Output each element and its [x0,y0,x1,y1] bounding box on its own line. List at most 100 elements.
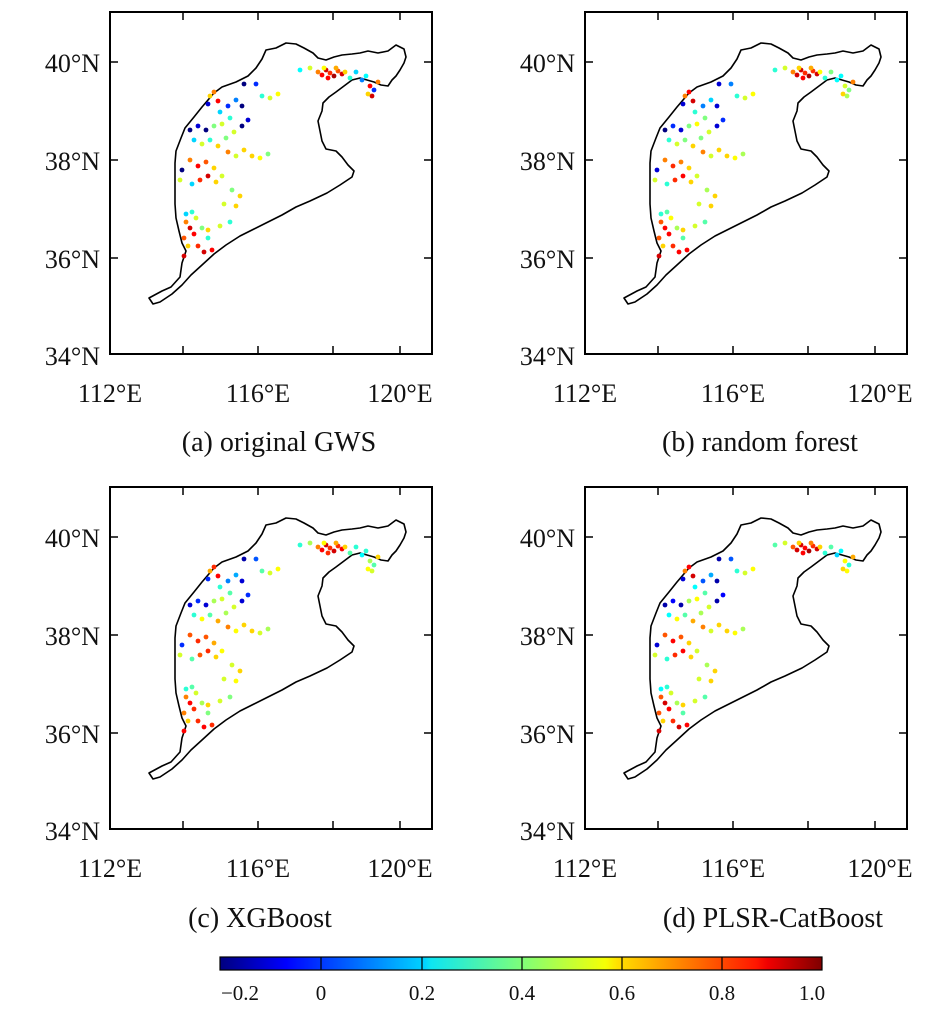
lat-label-34n: 34°N [520,817,575,846]
station-dot [233,678,239,684]
station-dot [662,632,668,638]
lat-label-34n: 34°N [45,342,100,371]
station-dot [183,694,189,700]
station-dot [249,153,255,159]
station-dot [802,70,808,76]
station-dot [670,123,676,129]
station-dot [307,540,313,546]
station-dot [227,219,233,225]
station-dot [203,127,209,133]
station-dot [740,151,746,157]
map-frame [584,11,908,355]
station-dot [205,710,211,716]
station-dot [782,65,788,71]
station-dot [215,573,221,579]
station-dot [215,618,221,624]
station-dot [342,544,348,550]
station-dot [187,700,193,706]
lon-label-120e: 120°E [367,854,432,883]
station-dot [367,83,373,89]
station-dot [241,556,247,562]
station-dot [183,211,189,217]
map-frame [109,486,433,830]
station-dot [790,69,796,75]
station-dot [750,91,756,97]
station-dot [225,149,231,155]
station-dot [183,686,189,692]
lon-label-116e: 116°E [701,379,765,408]
station-dot [325,550,331,556]
station-dot [239,123,245,129]
station-dot [714,598,720,604]
station-dot [225,624,231,630]
station-dot [205,648,211,654]
lon-label-112e: 112°E [78,854,142,883]
station-dot [732,155,738,161]
station-dot [205,227,211,233]
station-dot [700,103,706,109]
station-dot [223,135,229,141]
station-dot [716,147,722,153]
station-dot [662,225,668,231]
station-dot [670,243,676,249]
station-dot [838,73,844,79]
station-dot [217,584,223,590]
station-dot [199,616,205,622]
station-dot [674,700,680,706]
station-dot [808,540,814,546]
station-dot [694,121,700,127]
station-dot [195,598,201,604]
station-dot [662,602,668,608]
colorbar-gradient [219,956,823,971]
station-dot [327,545,333,551]
station-dot [716,622,722,628]
station-dot [225,103,231,109]
station-dot [822,550,828,556]
station-dot [211,598,217,604]
coastline [148,517,407,780]
lat-label-36n: 36°N [45,245,100,274]
station-dot [720,592,726,598]
station-dot [686,640,692,646]
station-dot [315,69,321,75]
station-dot [690,98,696,104]
colorbar-label-0: 0 [316,981,327,1005]
station-dot [834,77,840,83]
station-dot [840,566,846,572]
station-dot [219,596,225,602]
station-dot [674,616,680,622]
station-dot [203,602,209,608]
lon-label-112e: 112°E [553,379,617,408]
station-dot [189,684,195,690]
station-dot [191,706,197,712]
station-dot [199,141,205,147]
station-dot [189,656,195,662]
station-dot [846,87,852,93]
lon-label-112e: 112°E [553,854,617,883]
station-dot [207,93,213,99]
station-dot [215,143,221,149]
station-dot [850,554,856,560]
station-dot [728,556,734,562]
station-dot [842,558,848,564]
station-dot [702,115,708,121]
colorbar-label-neg0-2: −0.2 [221,981,259,1005]
station-dot [205,173,211,179]
station-dot [209,722,215,728]
station-dot [187,602,193,608]
station-dot [227,694,233,700]
station-dot [199,225,205,231]
station-dot [179,167,185,173]
station-dot [686,89,692,95]
station-dot [365,566,371,572]
station-dot [676,724,682,730]
station-dot [205,576,211,582]
station-dot [363,73,369,79]
station-dot [217,698,223,704]
station-dot [245,592,251,598]
station-dot [371,562,377,568]
station-dot [796,65,802,71]
station-dot [708,678,714,684]
lat-label-36n: 36°N [45,720,100,749]
